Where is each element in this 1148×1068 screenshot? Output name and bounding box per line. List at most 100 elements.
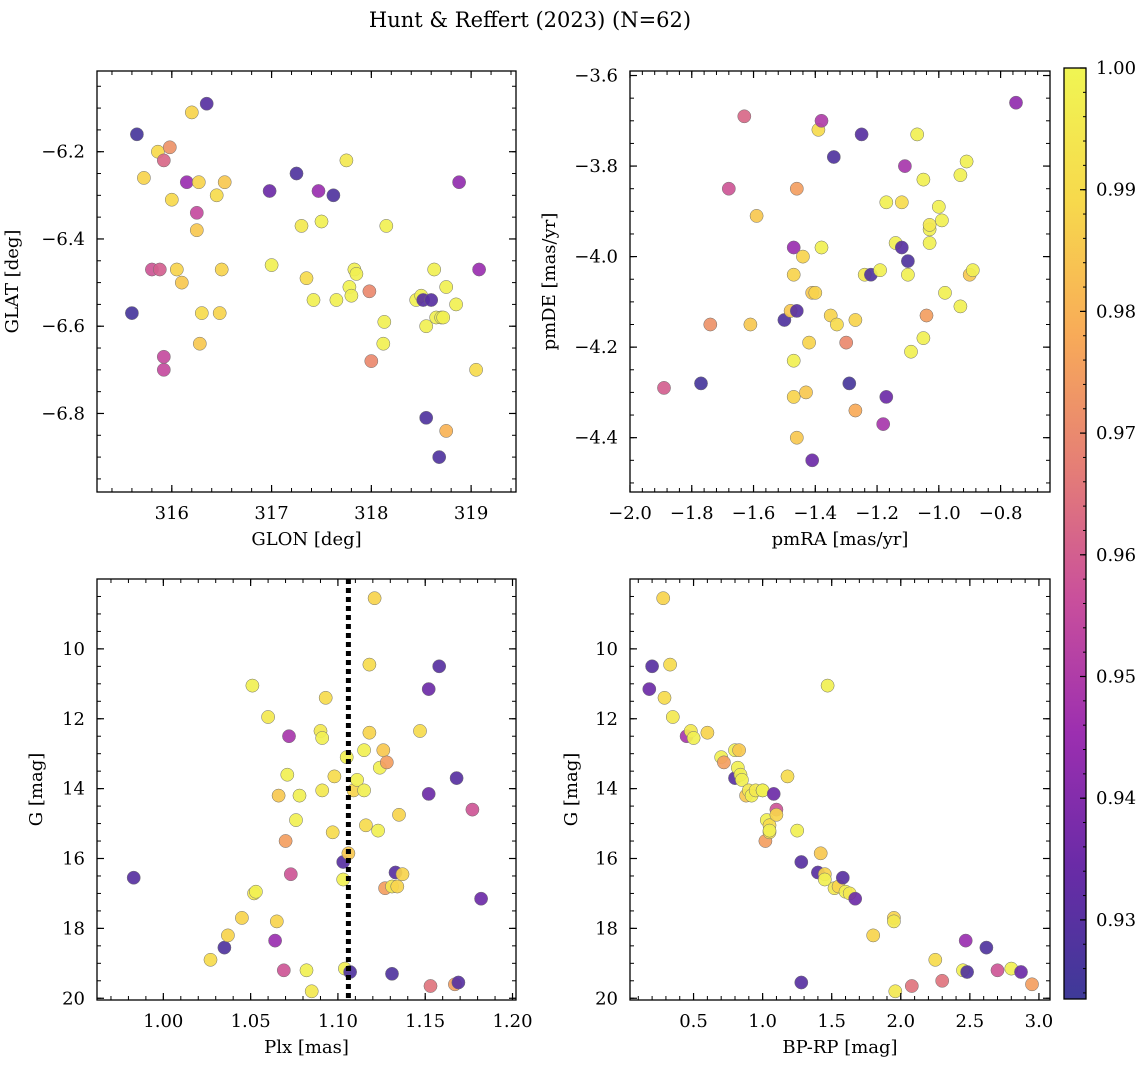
data-point — [656, 591, 671, 606]
data-point — [743, 317, 758, 332]
data-point — [848, 891, 863, 906]
colorbar-gradient — [1063, 67, 1087, 1000]
data-point — [922, 236, 937, 250]
data-point — [192, 336, 207, 351]
data-point — [421, 787, 436, 801]
data-point — [156, 349, 171, 364]
data-point — [413, 724, 427, 738]
data-point — [732, 743, 746, 758]
data-point — [965, 263, 980, 278]
data-point — [717, 755, 731, 770]
data-point — [735, 773, 749, 787]
data-point — [292, 788, 307, 803]
data-point — [439, 424, 454, 438]
data-point — [876, 417, 891, 431]
data-point — [960, 965, 974, 979]
data-point — [854, 127, 869, 142]
data-point — [362, 284, 377, 299]
y-tick-label: 12 — [595, 709, 618, 730]
data-point — [799, 385, 813, 400]
data-point — [894, 240, 909, 255]
data-point — [299, 271, 314, 286]
data-point — [362, 657, 377, 672]
x-tick-label: 0.5 — [679, 1011, 708, 1032]
colorbar-tick-label: 0.99 — [1096, 180, 1136, 201]
data-point — [268, 933, 282, 948]
data-point — [261, 710, 275, 724]
y-tick-label: 20 — [62, 988, 85, 1009]
cmd-panel: 0.5 1.0 1.5 2.0 2.5 3.0 10 12 14 16 18 20 BP-RP [mag… — [561, 578, 1054, 1058]
data-point — [953, 299, 968, 314]
data-point — [436, 310, 451, 325]
y-tick-label: −4.0 — [574, 247, 618, 268]
axes-frame — [629, 578, 1051, 1001]
colorbar-tick-label: 0.96 — [1096, 545, 1136, 566]
data-point — [839, 335, 854, 350]
data-point — [904, 344, 918, 359]
x-tick-label: 1.10 — [318, 1011, 358, 1032]
y-tick-label: 20 — [595, 988, 618, 1009]
data-point — [304, 984, 319, 999]
data-point — [910, 127, 925, 142]
data-point — [125, 306, 139, 320]
y-tick-label: −6.4 — [41, 229, 85, 250]
data-point — [703, 317, 718, 332]
data-point — [315, 731, 330, 745]
data-point — [789, 181, 804, 196]
data-point — [657, 690, 672, 705]
data-point — [888, 984, 903, 999]
data-point — [449, 297, 463, 312]
y-tick-label: 18 — [595, 918, 618, 939]
data-point — [294, 219, 309, 233]
y-tick-label: −6.2 — [41, 142, 85, 163]
data-point — [879, 195, 894, 210]
x-tick-label: 3.0 — [1025, 1011, 1054, 1032]
data-point — [194, 306, 209, 320]
data-point — [249, 884, 263, 899]
data-point — [990, 963, 1005, 978]
data-point — [665, 710, 680, 724]
x-tick-label: 1.00 — [143, 1011, 183, 1032]
data-point — [392, 807, 406, 822]
data-point — [189, 223, 204, 238]
data-point — [474, 891, 488, 906]
data-point — [162, 140, 177, 155]
data-point — [280, 767, 295, 782]
x-tick-label: −1.4 — [793, 503, 837, 524]
data-point — [901, 267, 915, 282]
data-point — [835, 870, 850, 885]
data-point — [762, 823, 777, 838]
data-point — [271, 788, 286, 803]
data-point — [766, 787, 781, 801]
data-point — [451, 975, 466, 990]
data-point — [786, 240, 801, 255]
data-point — [848, 403, 863, 418]
data-point — [808, 285, 823, 300]
data-point — [452, 175, 466, 190]
data-point — [935, 213, 949, 228]
x-tick-label: 2.0 — [886, 1011, 915, 1032]
data-point — [958, 933, 973, 948]
data-point — [278, 834, 293, 848]
data-point — [873, 263, 887, 278]
y-axis-label: G [mag] — [26, 753, 47, 826]
data-point — [826, 150, 841, 164]
x-tick-label: 1.15 — [405, 1011, 445, 1032]
data-point — [262, 184, 277, 198]
data-point — [959, 154, 974, 169]
data-point — [130, 127, 144, 142]
x-tick-label: −2.0 — [608, 503, 652, 524]
figure-title: Hunt & Reffert (2023) (N=62) — [369, 8, 691, 32]
colorbar-tick-label: 0.95 — [1096, 666, 1136, 687]
x-axis-label: pmRA [mas/yr] — [772, 529, 909, 550]
data-point — [894, 195, 909, 210]
points — [126, 591, 488, 999]
colorbar: 0.93 0.94 0.95 0.96 0.97 0.98 0.99 1.00 — [1063, 58, 1136, 1000]
data-point — [359, 818, 373, 833]
data-point — [931, 199, 946, 214]
x-tick-label: 1.05 — [231, 1011, 271, 1032]
x-axis-label: BP-RP [mag] — [782, 1037, 897, 1058]
data-point — [814, 240, 829, 255]
y-axis-label: pmDE [mas/yr] — [539, 213, 560, 351]
data-point — [938, 285, 952, 300]
